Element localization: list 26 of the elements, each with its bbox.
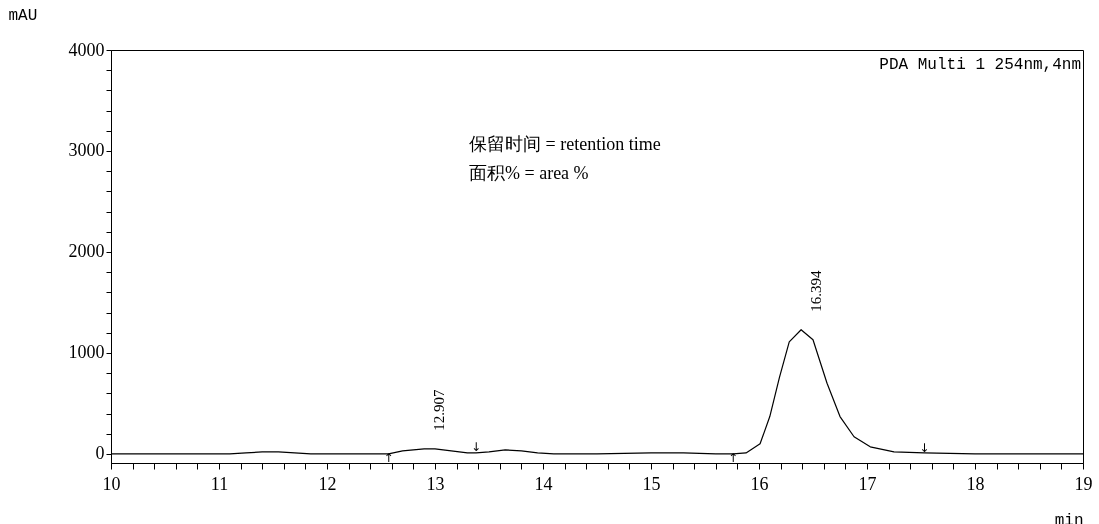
x-tick-label: 19 [1074,473,1093,494]
annotation: ↑ [728,451,739,466]
y-tick-label: 4000 [68,39,105,60]
annotation: 面积% = area % [469,163,589,183]
y-axis-title: mAU [8,6,38,25]
annotation: 16.394 [807,269,824,312]
y-tick-label: 3000 [68,140,105,161]
x-tick-label: 16 [750,473,769,494]
y-tick-label: 2000 [68,241,105,262]
annotation: ↓ [471,440,482,455]
x-tick-label: 14 [534,473,553,494]
x-tick-label: 18 [966,473,985,494]
x-tick-label: 15 [642,473,661,494]
y-tick-label: 0 [95,443,105,464]
annotation: ↑ [383,451,394,466]
annotation: PDA Multi 1 254nm,4nm [879,56,1081,74]
annotation: 12.907 [430,389,447,431]
x-tick-label: 13 [426,473,445,494]
annotation: ↓ [919,440,930,455]
x-tick-label: 10 [102,473,121,494]
x-tick-label: 17 [858,473,877,494]
x-tick-label: 12 [318,473,337,494]
x-tick-label: 11 [210,473,229,494]
annotation: 保留时间 = retention time [469,134,661,154]
x-axis-title: min [1054,511,1084,524]
y-tick-label: 1000 [68,342,105,363]
